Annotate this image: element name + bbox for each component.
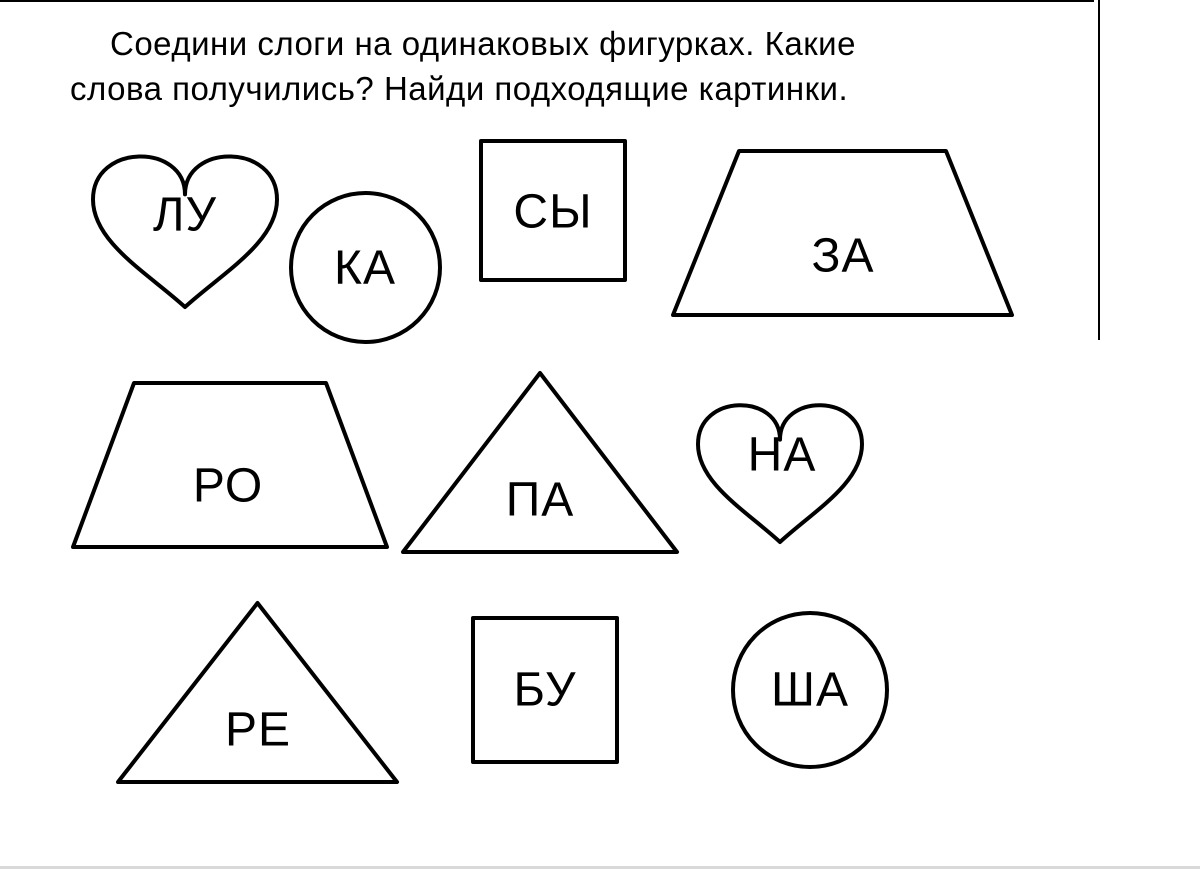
instruction-line-2: слова получились? Найди подходящие карти… bbox=[70, 70, 848, 107]
shape-label-heart-lu: ЛУ bbox=[153, 188, 217, 243]
shape-label-trapezoid-ro: РО bbox=[193, 459, 263, 514]
shape-label-heart-na: НА bbox=[748, 428, 817, 483]
instruction-line-1: Соедини слоги на одинаковых фигурках. Ка… bbox=[110, 25, 856, 62]
shape-label-trapezoid-za: ЗА bbox=[811, 229, 874, 284]
page-top-border bbox=[0, 0, 1094, 4]
shape-label-circle-sha: ША bbox=[771, 663, 849, 718]
shape-label-square-sy: СЫ bbox=[513, 185, 592, 240]
shape-label-triangle-re: РЕ bbox=[225, 703, 291, 758]
instruction-text: Соедини слоги на одинаковых фигурках. Ка… bbox=[70, 22, 1030, 111]
shape-label-triangle-pa: ПА bbox=[506, 473, 575, 528]
page-side-line bbox=[1098, 0, 1100, 340]
shape-label-circle-ka: КА bbox=[334, 241, 396, 296]
page-bottom-border bbox=[0, 866, 1200, 869]
shape-label-square-bu: БУ bbox=[514, 663, 577, 718]
